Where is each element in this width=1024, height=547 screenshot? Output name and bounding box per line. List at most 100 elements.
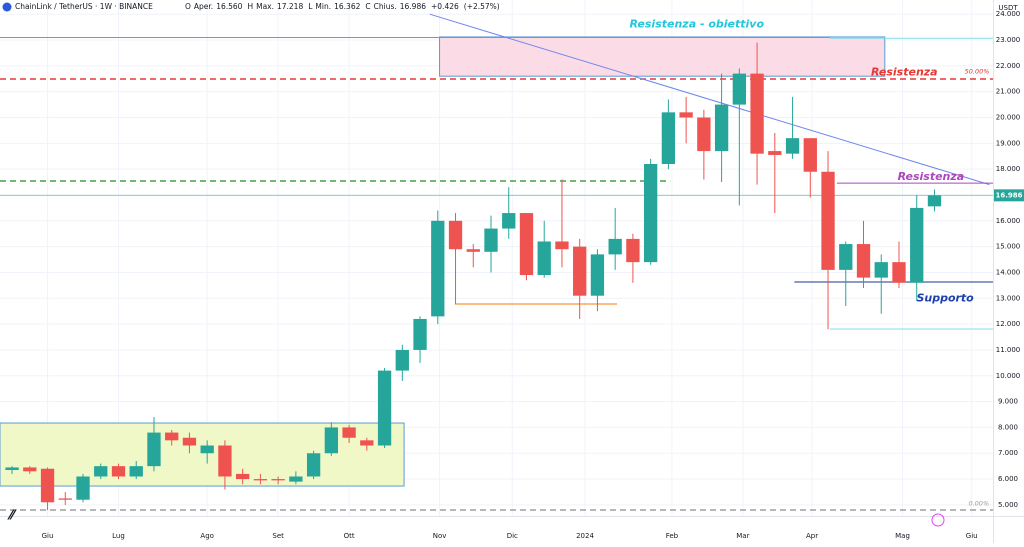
candle-body — [573, 246, 587, 296]
candle-body — [697, 117, 711, 152]
candle-body — [519, 213, 534, 276]
ohlc-item: 16.986 — [400, 2, 426, 11]
candle-body — [892, 262, 906, 283]
ohlc-item: Chius. — [374, 2, 397, 11]
candle-body — [484, 228, 498, 252]
y-tick-label: 20.000 — [996, 114, 1021, 122]
annotation: Resistenza - obiettivo — [630, 18, 765, 31]
y-tick-label: 5.000 — [998, 501, 1018, 509]
drawing-line — [429, 13, 990, 186]
ohlc-item: Max. — [256, 2, 274, 11]
ohlc-item: 16.362 — [334, 2, 360, 11]
y-tick-label: 8.000 — [998, 423, 1018, 431]
x-tick-label: Ago — [200, 532, 214, 540]
x-tick-label: Feb — [666, 532, 679, 540]
ohlc-item: L — [308, 2, 313, 11]
candle-body — [448, 220, 463, 250]
x-tick-label: Nov — [433, 532, 447, 540]
candle-body — [5, 467, 19, 471]
ohlc-item: 17.218 — [277, 2, 303, 11]
y-tick-label: 12.000 — [996, 320, 1021, 328]
ohlc-item: C — [365, 2, 370, 11]
candles — [5, 42, 942, 511]
candle-body — [874, 262, 888, 278]
currency-label[interactable]: USDT — [998, 4, 1018, 12]
y-tick-label: 19.000 — [996, 139, 1021, 147]
candle-body — [200, 445, 214, 454]
logo: ⁄⁄ — [7, 509, 17, 524]
candle-body — [910, 207, 924, 283]
candle-body — [768, 151, 782, 155]
candle-body — [413, 318, 427, 350]
y-tick-label: 23.000 — [996, 36, 1021, 44]
candle-body — [856, 244, 871, 278]
candle-body — [821, 171, 835, 270]
candle-body — [395, 349, 409, 371]
header: ChainLink / TetherUS · 1W · BINANCE O Aper… — [2, 2, 500, 12]
candle-body — [111, 466, 126, 477]
ohlc-item: +0.426 — [431, 2, 459, 11]
ohlc-item: Aper. — [194, 2, 213, 11]
y-tick-label: 10.000 — [996, 372, 1021, 380]
annotations: Resistenza - obiettivo Resistenza 50.00% Re… — [630, 18, 990, 508]
candle-body — [289, 476, 303, 482]
x-tick-label: Mar — [736, 532, 749, 540]
ohlc-item: H — [247, 2, 253, 11]
candle-body — [147, 432, 161, 467]
candle-body — [377, 370, 392, 446]
axes: 5.000 6.000 7.000 8.000 9.000 10.000 11.000 12.… — [42, 10, 1024, 540]
candle-body — [608, 238, 622, 255]
y-tick-label: 18.000 — [996, 165, 1021, 173]
ohlc-item: Min. — [315, 2, 331, 11]
candle-body — [306, 453, 321, 477]
y-tick-label: 7.000 — [998, 449, 1018, 457]
candle-body — [537, 241, 551, 276]
annotation: 50.00% — [965, 68, 990, 76]
candle-body — [253, 479, 268, 481]
y-tick-label: 24.000 — [996, 10, 1021, 18]
price-tag — [994, 189, 1024, 202]
x-tick-label: Apr — [806, 532, 818, 540]
candle-body — [502, 213, 516, 229]
candle-body — [626, 238, 640, 263]
y-tick-label: 9.000 — [998, 398, 1018, 406]
candle-body — [679, 112, 693, 118]
x-tick-label: Lug — [112, 532, 125, 540]
candle-body — [360, 440, 374, 446]
x-tick-label: Set — [272, 532, 284, 540]
symbol: ChainLink / TetherUS · 1W · BINANCE — [15, 2, 153, 11]
ohlc-item: (+2.57%) — [464, 2, 500, 11]
candle-body — [40, 468, 55, 503]
price-tag-label: 16.986 — [995, 191, 1022, 199]
y-tick-label: 11.000 — [996, 346, 1021, 354]
y-tick-label: 6.000 — [998, 475, 1018, 483]
candle-body — [466, 249, 480, 252]
candle-body — [23, 467, 37, 472]
y-tick-label: 16.000 — [996, 217, 1021, 225]
candle-body — [714, 104, 729, 152]
candle-body — [76, 476, 90, 500]
candle-body — [324, 427, 339, 454]
x-tick-label: Giu — [966, 532, 978, 540]
candle-body — [661, 112, 676, 164]
event-icon[interactable] — [931, 513, 945, 527]
candle-body — [803, 138, 817, 172]
candle-body — [750, 73, 764, 154]
annotation: 0.00% — [968, 500, 989, 508]
y-tick-label: 22.000 — [996, 62, 1021, 70]
x-tick-label: Mag — [895, 532, 910, 540]
y-tick-label: 15.000 — [996, 243, 1021, 251]
y-tick-label: 21.000 — [996, 88, 1021, 96]
zone — [439, 36, 886, 77]
candle-body — [165, 432, 179, 441]
candle-body — [643, 163, 658, 263]
y-tick-label: 14.000 — [996, 268, 1021, 276]
annotation: Supporto — [916, 291, 974, 304]
candle-body — [94, 466, 108, 477]
candle-body — [182, 437, 197, 446]
x-tick-label: 2024 — [576, 532, 594, 540]
candle-body — [58, 498, 72, 500]
x-tick-label: Giu — [42, 532, 54, 540]
x-tick-label: Dic — [507, 532, 518, 540]
